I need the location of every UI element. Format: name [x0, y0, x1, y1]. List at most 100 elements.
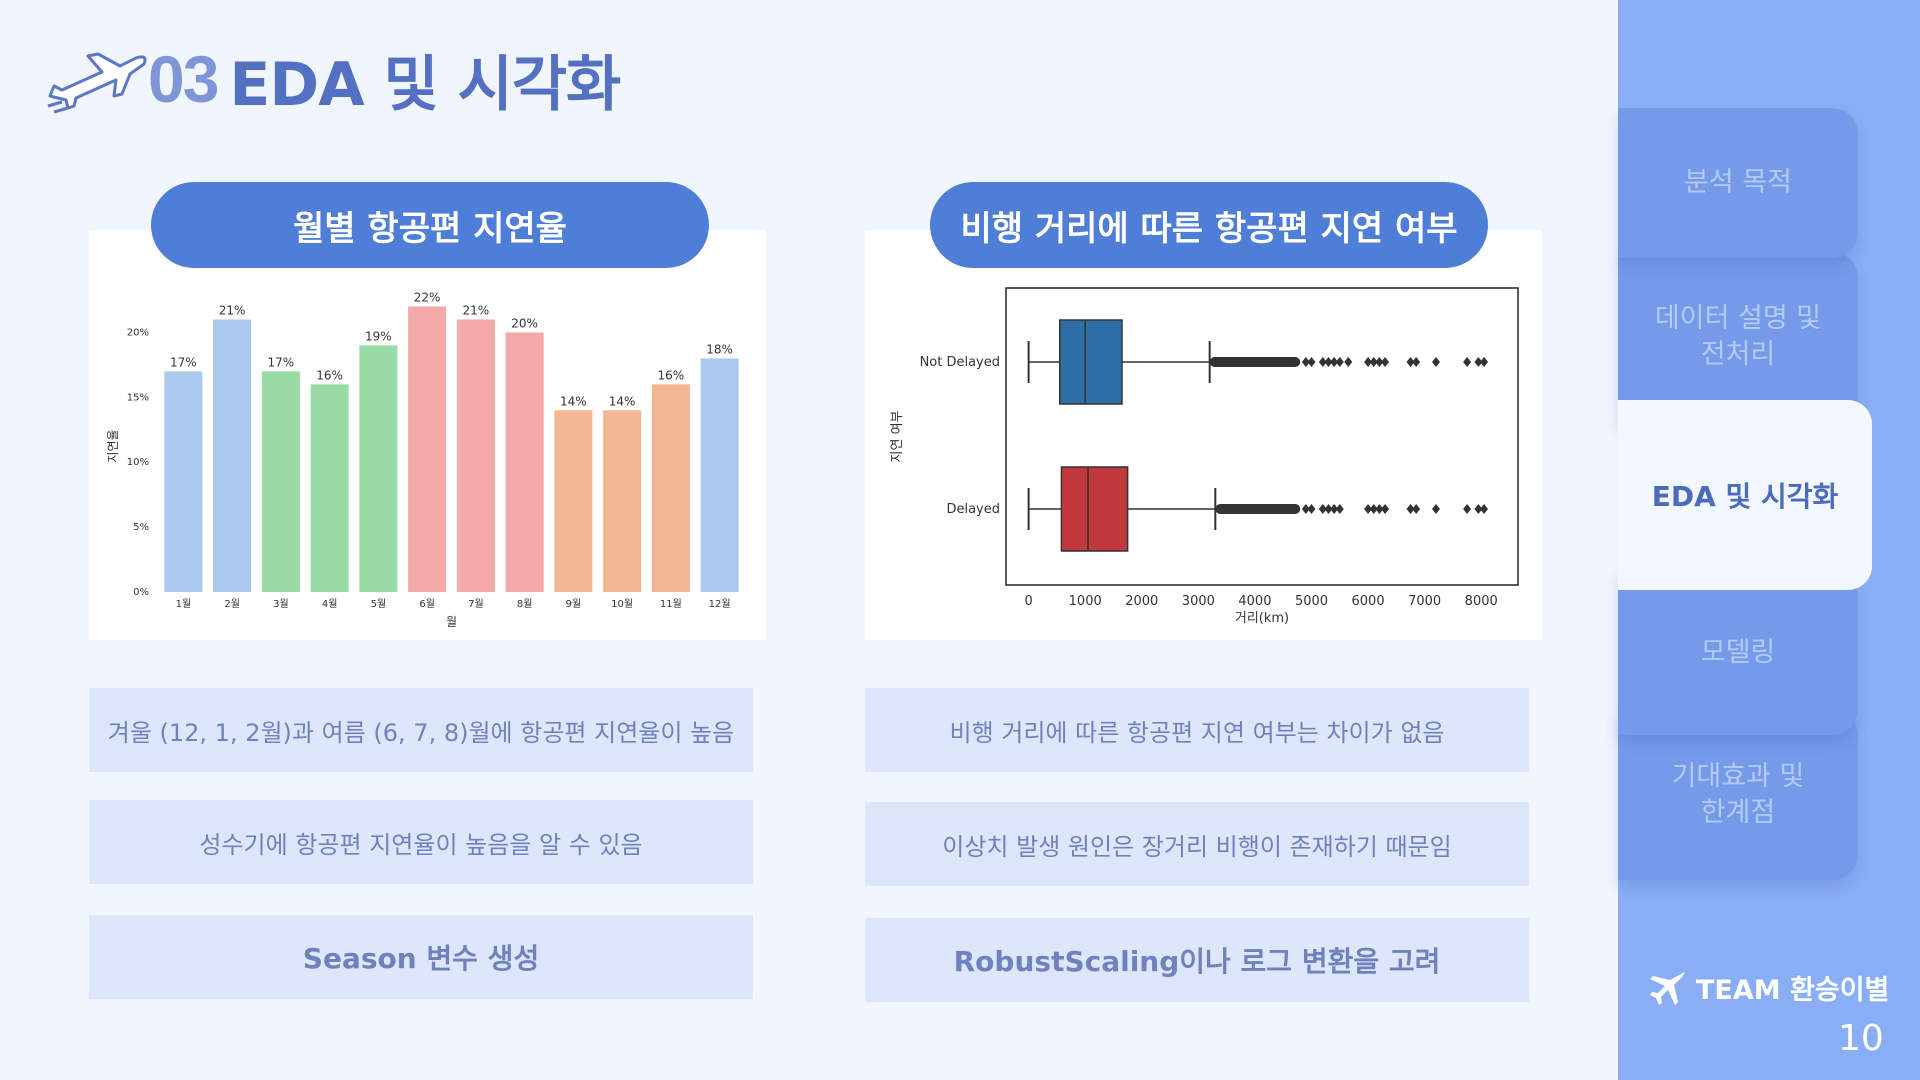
bar	[261, 371, 300, 592]
sidebar-item-label: 기대효과 및 한계점	[1671, 761, 1805, 828]
sidebar-item-expected-effects[interactable]: 기대효과 및 한계점	[1618, 710, 1858, 880]
monthly-delay-bar-chart: 0% 5% 10% 15% 20% 17% 1월 21% 2월 17% 3월 16% 4월 19% 5월 22…	[106, 290, 739, 629]
outlier-point	[1318, 504, 1327, 514]
outlier-point	[1301, 357, 1310, 367]
data-label: 21%	[219, 303, 246, 317]
x-tick-label: 4000	[1238, 594, 1271, 609]
outlier-point	[1375, 357, 1384, 367]
outlier-point	[1412, 357, 1421, 367]
x-tick-label: 7월	[468, 598, 484, 610]
bar-chart-panel: 0% 5% 10% 15% 20% 17% 1월 21% 2월 17% 3월 16% 4월 19% 5월 22…	[89, 230, 766, 640]
bar	[700, 358, 739, 592]
sidebar-item-label: 분석 목적	[1684, 167, 1792, 198]
data-label: 17%	[170, 355, 197, 369]
right-note-3: RobustScaling이나 로그 변환을 고려	[865, 918, 1529, 1002]
outlier-point	[1335, 357, 1344, 367]
x-axis-label: 월	[446, 615, 457, 629]
outlier-point	[1344, 357, 1353, 367]
outlier-point	[1406, 357, 1415, 367]
outlier-point	[1431, 504, 1440, 514]
outlier-band	[1209, 357, 1301, 367]
plot-frame	[1005, 287, 1519, 586]
outlier-point	[1330, 504, 1339, 514]
outlier-point	[1307, 504, 1316, 514]
bar	[603, 410, 642, 592]
section-number: 03	[148, 42, 219, 116]
bar	[359, 345, 398, 592]
outlier-point	[1480, 504, 1489, 514]
outlier-point	[1474, 357, 1483, 367]
outlier-point	[1364, 504, 1373, 514]
outlier-point	[1381, 357, 1390, 367]
airplane-logo-icon	[47, 52, 147, 114]
data-label: 18%	[706, 342, 733, 356]
sidebar-item-analysis-purpose[interactable]: 분석 목적	[1618, 108, 1858, 258]
outlier-point	[1335, 504, 1344, 514]
x-tick-label: 8월	[517, 598, 533, 610]
y-tick-label: 20%	[127, 327, 149, 338]
left-note-1: 겨울 (12, 1, 2월)과 여름 (6, 7, 8)월에 항공편 지연율이 …	[89, 688, 753, 772]
y-axis-label: 지연율	[106, 429, 120, 462]
outlier-point	[1330, 357, 1339, 367]
data-label: 14%	[560, 394, 587, 408]
data-label: 21%	[463, 303, 490, 317]
x-tick-label: 6000	[1352, 594, 1385, 609]
team-label: TEAM 환승이별	[1650, 968, 1889, 1007]
outlier-point	[1474, 504, 1483, 514]
x-axis-label: 거리(km)	[1235, 611, 1289, 626]
y-tick-label: 5%	[133, 522, 149, 533]
x-tick-label: 5월	[371, 598, 387, 610]
left-note-3: Season 변수 생성	[89, 915, 753, 999]
page-number: 10	[1838, 1018, 1884, 1059]
outlier-point	[1412, 504, 1421, 514]
boxplot-title-pill: 비행 거리에 따른 항공편 지연 여부	[930, 182, 1488, 268]
bar	[554, 410, 593, 592]
y-tick-label: 10%	[127, 457, 149, 468]
distance-delay-boxplot: Not Delayed Delayed 0 1000 2000 3000 4000 5000 6…	[890, 287, 1519, 626]
x-tick-label: 1월	[176, 598, 192, 610]
outlier-point	[1324, 357, 1333, 367]
data-label: 22%	[414, 290, 441, 304]
data-label: 14%	[609, 394, 636, 408]
x-tick-label: 1000	[1069, 594, 1102, 609]
x-tick-label: 6월	[419, 598, 435, 610]
sidebar-item-eda-active[interactable]: EDA 및 시각화	[1618, 400, 1872, 590]
page-title: EDA 및 시각화	[229, 49, 621, 120]
data-label: 17%	[268, 355, 295, 369]
x-tick-label: 2월	[224, 598, 240, 610]
bar	[408, 306, 447, 592]
x-tick-label: 8000	[1465, 594, 1498, 609]
x-tick-label: 3월	[273, 598, 289, 610]
right-note-2: 이상치 발생 원인은 장거리 비행이 존재하기 때문임	[865, 802, 1529, 886]
outlier-point	[1375, 504, 1384, 514]
bar-chart-title-pill: 월별 항공편 지연율	[151, 182, 709, 268]
x-tick-label: 5000	[1295, 594, 1328, 609]
x-tick-label: 10월	[611, 598, 633, 610]
outlier-point	[1463, 357, 1472, 367]
right-note-1: 비행 거리에 따른 항공편 지연 여부는 차이가 없음	[865, 688, 1529, 772]
data-label: 16%	[658, 368, 685, 382]
outlier-point	[1369, 357, 1378, 367]
left-note-2: 성수기에 항공편 지연율이 높음을 알 수 있음	[89, 800, 753, 884]
bar	[651, 384, 690, 592]
y-tick-label: 15%	[127, 392, 149, 403]
x-tick-label: 9월	[566, 598, 582, 610]
box	[1060, 466, 1129, 552]
bar	[310, 384, 349, 592]
x-tick-label: 2000	[1125, 594, 1158, 609]
x-tick-label: 0	[1024, 594, 1032, 609]
outlier-point	[1431, 357, 1440, 367]
x-tick-label: 11월	[660, 598, 682, 610]
sidebar-item-label: 데이터 설명 및 전처리	[1654, 303, 1822, 370]
sidebar-item-modeling[interactable]: 모델링	[1618, 570, 1858, 735]
sidebar-item-label: 모델링	[1700, 636, 1776, 668]
sidebar-item-data-description[interactable]: 데이터 설명 및 전처리	[1618, 252, 1858, 422]
outlier-point	[1307, 357, 1316, 367]
bar	[456, 319, 495, 592]
bar	[213, 319, 252, 592]
outlier-point	[1463, 504, 1472, 514]
y-tick-label: Not Delayed	[920, 355, 1000, 370]
y-tick-label: 0%	[133, 587, 149, 598]
bar	[164, 371, 203, 592]
sidebar-item-label: EDA 및 시각화	[1651, 480, 1839, 513]
